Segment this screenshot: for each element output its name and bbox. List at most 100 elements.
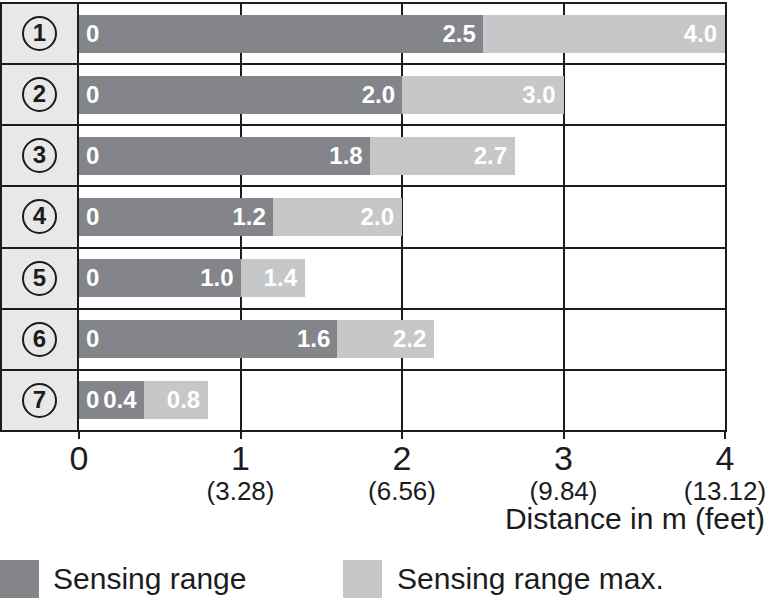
bar-max-value-label: 4.0: [684, 22, 717, 46]
chart-row: 401.22.0: [2, 187, 725, 248]
gridline: [563, 126, 565, 185]
sensing-range-segment: 01.2: [79, 198, 273, 236]
gridline: [401, 371, 403, 430]
bar-value-label: 1.6: [297, 327, 330, 351]
tick-mark: [78, 432, 80, 439]
bar-value-label: 0.4: [103, 388, 136, 412]
plot-area: 0 1.8 2.7: [79, 126, 725, 185]
sensing-range-chart: 102.54.0202.03.0301.82.7401.22.0501.01.4…: [0, 2, 727, 432]
category-cell: 2: [2, 65, 79, 124]
bar-max-value-label: 2.2: [393, 327, 426, 351]
gridline: [563, 249, 565, 308]
bar-zero-label: 0: [86, 144, 99, 168]
tick-feet: (3.28): [207, 478, 275, 505]
bar-value-label: 1.8: [329, 144, 362, 168]
bar-value-label: 1.0: [200, 266, 233, 290]
circled-number: 1: [22, 16, 57, 51]
bar: 02.54.0: [79, 15, 725, 53]
chart-row: 601.62.2: [2, 310, 725, 371]
bar: 0 1.8 2.7: [79, 137, 515, 175]
bar-zero-label: 0: [86, 327, 99, 351]
sensing-range-segment: 02.0: [79, 76, 402, 114]
chart-row: 7 00.4 0.8: [2, 371, 725, 430]
chart-row: 3 0 1.8 2.7: [2, 126, 725, 187]
tick-metres: 4: [684, 441, 766, 475]
category-cell: 7: [2, 371, 79, 430]
category-cell: 3: [2, 126, 79, 185]
bar-max-value-label: 2.0: [361, 205, 394, 229]
tick-label: 2 (6.56): [368, 441, 436, 505]
bar-max-value-label: 3.0: [522, 83, 555, 107]
plot-area: 02.54.0: [79, 4, 725, 63]
sensing-range-segment: 01.6: [79, 320, 337, 358]
gridline: [240, 371, 242, 430]
tick-label: 3 (9.84): [530, 441, 598, 505]
tick-label: 1 (3.28): [207, 441, 275, 505]
legend-swatch-sensing-range: [0, 560, 39, 598]
circled-number: 6: [22, 322, 57, 357]
tick-metres: 2: [368, 441, 436, 475]
sensing-range-max-segment: 2.2: [337, 320, 434, 358]
gridline: [563, 371, 565, 430]
plot-area: 01.01.4: [79, 249, 725, 308]
bar: 01.62.2: [79, 320, 434, 358]
plot-area: 01.22.0: [79, 187, 725, 246]
plot-area: 02.03.0: [79, 65, 725, 124]
chart-row: 102.54.0: [2, 4, 725, 65]
bar-value-label: 2.0: [362, 83, 395, 107]
tick-label: 4 (13.12): [684, 441, 766, 505]
sensing-range-segment: 02.5: [79, 15, 483, 53]
sensing-range-max-segment: 4.0: [483, 15, 725, 53]
gridline: [563, 310, 565, 369]
gridline: [401, 249, 403, 308]
sensing-range-max-segment: 3.0: [402, 76, 564, 114]
tick-metres: 3: [530, 441, 598, 475]
category-cell: 6: [2, 310, 79, 369]
sensing-range-segment: 01.0: [79, 259, 241, 297]
bar-max-value-label: 0.8: [167, 388, 200, 412]
circled-number: 2: [22, 77, 57, 112]
chart-legend: Sensing range Sensing range max.: [0, 560, 769, 598]
bar: 00.4 0.8: [79, 381, 208, 419]
legend-label: Sensing range max.: [397, 560, 664, 598]
bar: 02.03.0: [79, 76, 564, 114]
plot-area: 01.62.2: [79, 310, 725, 369]
bar-zero-label: 0: [86, 388, 99, 412]
tick-mark: [401, 432, 403, 439]
tick-feet: (6.56): [368, 478, 436, 505]
circled-number: 7: [22, 383, 57, 418]
sensing-range-max-segment: 1.4: [241, 259, 306, 297]
circled-number: 4: [22, 199, 57, 234]
bar-value-label: 2.5: [442, 22, 475, 46]
chart-row: 202.03.0: [2, 65, 725, 126]
bar: 01.22.0: [79, 198, 402, 236]
tick-metres: 0: [70, 441, 89, 475]
legend-swatch-sensing-range-max: [343, 560, 382, 598]
legend-label: Sensing range: [53, 560, 246, 598]
tick-feet: (13.12): [684, 478, 766, 505]
sensing-range-segment: 00.4: [79, 381, 144, 419]
category-cell: 5: [2, 249, 79, 308]
bar-zero-label: 0: [86, 22, 99, 46]
category-cell: 4: [2, 187, 79, 246]
tick-mark: [240, 432, 242, 439]
sensing-range-max-segment: 0.8: [144, 381, 209, 419]
circled-number: 3: [22, 138, 57, 173]
tick-feet: (9.84): [530, 478, 598, 505]
circled-number: 5: [22, 261, 57, 296]
bar-zero-label: 0: [86, 205, 99, 229]
bar-zero-label: 0: [86, 266, 99, 290]
bar-value-label: 1.2: [232, 205, 265, 229]
bar-zero-label: 0: [86, 83, 99, 107]
bar-max-value-label: 1.4: [264, 266, 297, 290]
category-cell: 1: [2, 4, 79, 63]
chart-row: 501.01.4: [2, 249, 725, 310]
tick-metres: 1: [207, 441, 275, 475]
sensing-range-max-segment: 2.7: [370, 137, 515, 175]
tick-label: 0: [70, 441, 89, 475]
gridline: [563, 187, 565, 246]
bar-max-value-label: 2.7: [474, 144, 507, 168]
tick-mark: [724, 432, 726, 439]
tick-mark: [563, 432, 565, 439]
bar: 01.01.4: [79, 259, 305, 297]
